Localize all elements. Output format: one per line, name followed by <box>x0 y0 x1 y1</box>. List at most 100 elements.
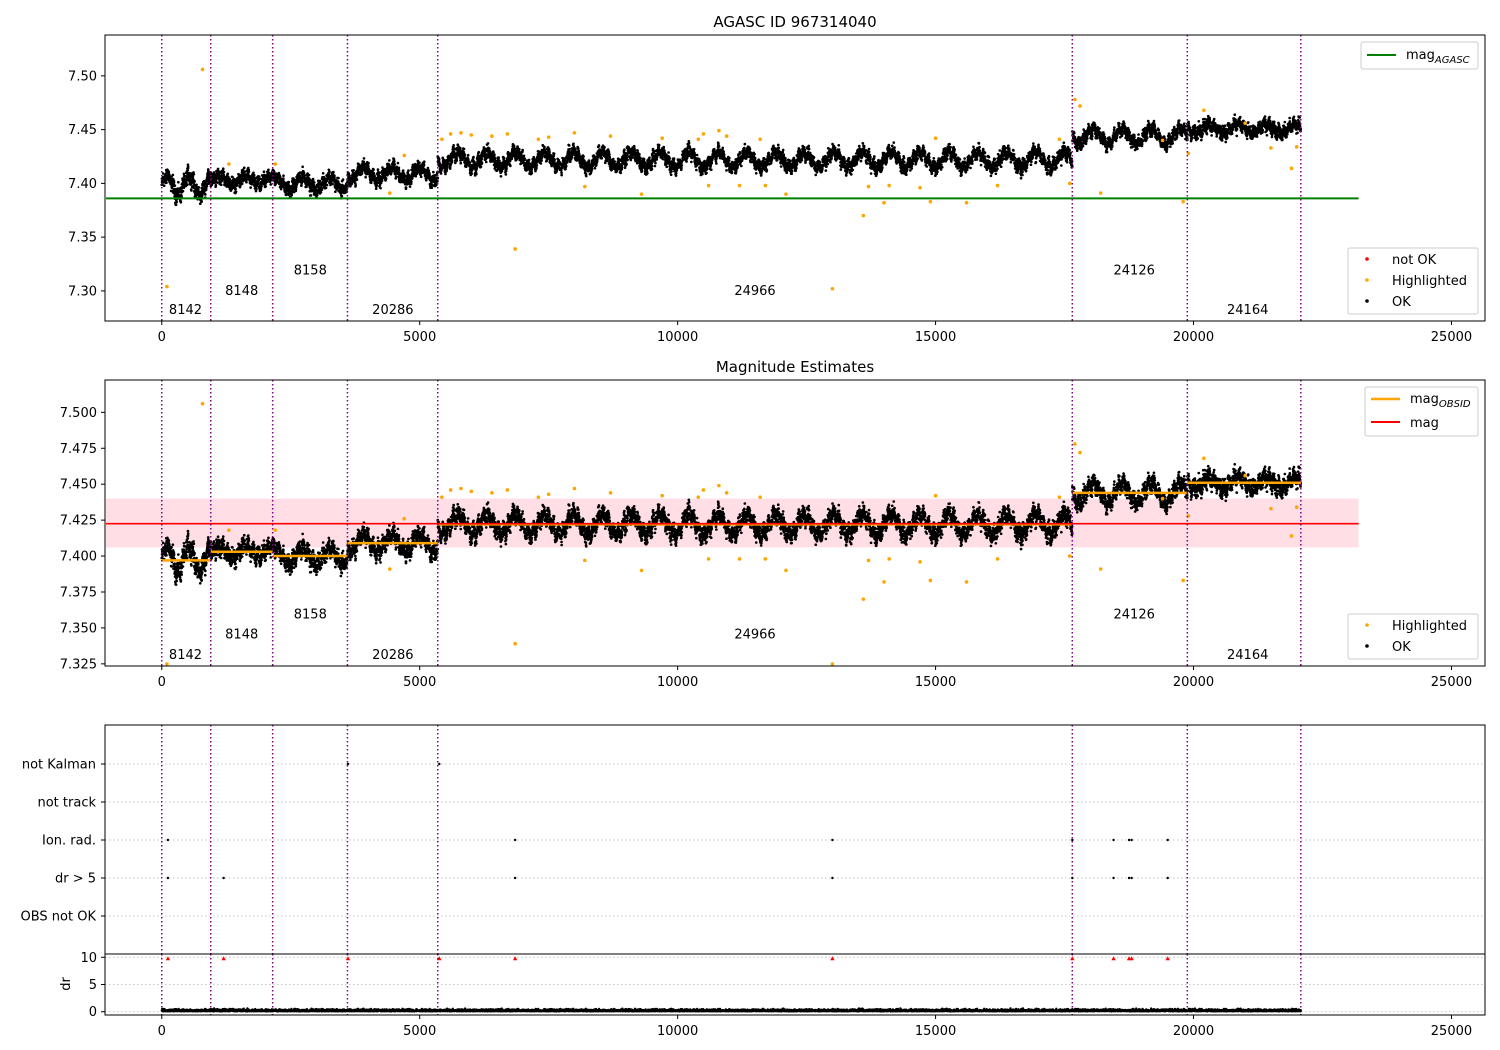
highlighted-point <box>1073 97 1077 102</box>
obsid-label: 24126 <box>1114 608 1155 623</box>
highlighted-point <box>1289 166 1294 171</box>
y-tick-label: 7.35 <box>68 231 97 246</box>
highlighted-point <box>1160 138 1165 143</box>
highlighted-point <box>639 192 644 196</box>
highlighted-point <box>387 191 392 195</box>
highlighted-point <box>1243 121 1247 125</box>
highlighted-point <box>717 483 721 488</box>
highlighted-point <box>928 578 933 583</box>
y-tick-label: 7.475 <box>60 442 97 457</box>
flag-point <box>1112 838 1115 842</box>
legend-highlighted-swatch-2 <box>1365 623 1369 627</box>
dr-axis-label: dr <box>59 977 74 991</box>
panel-magnitude-agasc: AGASC ID 967314040 8142 8148 8158 20286 2496… <box>68 13 1486 345</box>
legend-ok-swatch <box>1365 299 1369 303</box>
highlighted-point <box>737 557 742 561</box>
highlighted-point <box>701 488 706 492</box>
highlighted-point <box>469 489 474 494</box>
highlighted-point <box>608 134 613 138</box>
highlighted-point <box>758 137 762 142</box>
highlighted-point <box>706 557 711 561</box>
highlighted-point <box>1181 578 1186 583</box>
highlighted-point <box>490 134 494 138</box>
legend-highlighted-label-2: Highlighted <box>1392 619 1467 634</box>
highlighted-point <box>546 492 551 497</box>
highlighted-point <box>1078 450 1082 455</box>
highlighted-point <box>1067 554 1072 558</box>
highlighted-point <box>608 491 613 495</box>
y-tick-label: 7.50 <box>68 69 97 84</box>
highlighted-point <box>1160 496 1165 501</box>
legend-highlighted-label: Highlighted <box>1392 274 1467 289</box>
y-tick-label: 7.375 <box>60 585 97 600</box>
highlighted-point <box>536 137 541 142</box>
legend-highlighted-swatch <box>1365 278 1369 282</box>
highlighted-point <box>995 183 1000 188</box>
legend-mag-obsid-label: magOBSID <box>1410 392 1471 410</box>
highlighted-point <box>696 137 701 142</box>
highlighted-point <box>1098 567 1103 571</box>
flag-point <box>1127 838 1131 842</box>
highlighted-point <box>964 580 969 584</box>
flag-point <box>831 838 834 842</box>
highlighted-point <box>448 132 453 136</box>
highlighted-point <box>660 136 664 141</box>
highlighted-point <box>784 568 788 573</box>
highlighted-point <box>1098 191 1103 195</box>
highlighted-point <box>1294 505 1299 509</box>
y-tick-label: 7.325 <box>60 657 97 672</box>
dr-clipped-marker <box>1165 956 1170 961</box>
flag-category-label: Ion. rad. <box>42 834 96 849</box>
flag-point <box>513 838 517 842</box>
highlighted-point <box>165 662 169 666</box>
highlighted-point <box>513 641 517 646</box>
highlighted-point <box>1269 506 1273 511</box>
highlighted-point <box>724 491 729 495</box>
flag-point <box>513 876 517 880</box>
flag-point <box>1166 838 1169 842</box>
obsid-label: 8142 <box>169 648 202 663</box>
legend-not-ok-label: not OK <box>1392 253 1437 268</box>
legend-estimates: magOBSID mag <box>1364 386 1479 437</box>
highlighted-point <box>505 132 510 136</box>
highlighted-point <box>1067 181 1072 186</box>
highlighted-point <box>887 557 891 561</box>
obsid-label: 24966 <box>734 284 775 299</box>
obsid-label: 8148 <box>225 628 258 643</box>
highlighted-point <box>701 132 706 136</box>
flag-point <box>831 876 834 880</box>
dr-clipped-marker <box>1129 956 1134 961</box>
x-tick-label: 15000 <box>915 675 956 690</box>
highlighted-point <box>887 183 891 188</box>
flag-point <box>346 762 350 766</box>
ok-points <box>160 113 1303 207</box>
highlighted-point <box>1202 108 1206 113</box>
highlighted-point <box>572 486 577 491</box>
highlighted-point <box>582 558 587 563</box>
flag-point <box>222 876 225 880</box>
x-tick-label: 5000 <box>403 675 436 690</box>
x-tick-label: 25000 <box>1431 330 1472 345</box>
flag-point <box>1112 876 1115 880</box>
highlighted-point <box>696 495 701 499</box>
highlighted-point <box>536 495 541 499</box>
dr-clipped-marker <box>1111 956 1116 961</box>
x-tick-label: 20000 <box>1173 1024 1214 1039</box>
highlighted-point <box>273 162 278 166</box>
panel-2-title: Magnitude Estimates <box>716 358 874 376</box>
panel-flags: not Kalman not track Ion. rad. dr > 5 OBS no… <box>21 724 1486 955</box>
dr-points <box>160 1007 1302 1013</box>
highlighted-point <box>459 486 463 491</box>
x-tick-label: 10000 <box>657 330 698 345</box>
x-tick-label: 0 <box>158 1024 166 1039</box>
highlighted-point <box>490 491 494 495</box>
panel-magnitude-estimates: Magnitude Estimates 8142 8148 8158 20286 249… <box>60 358 1486 690</box>
obsid-label: 20286 <box>372 303 413 318</box>
highlighted-point <box>784 192 788 196</box>
highlighted-point <box>861 597 866 601</box>
flag-category-label: OBS not OK <box>21 910 97 925</box>
highlighted-point <box>1057 495 1062 499</box>
highlighted-point <box>402 516 407 521</box>
obsid-label: 20286 <box>372 648 413 663</box>
